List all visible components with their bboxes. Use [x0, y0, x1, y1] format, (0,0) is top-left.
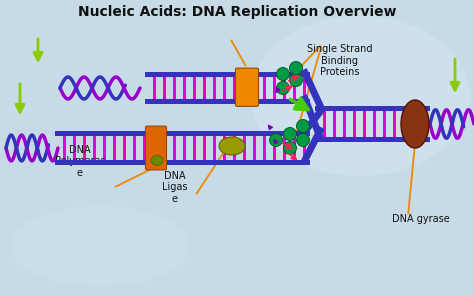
Bar [64, 136, 66, 160]
Bar [0, 191, 474, 206]
Bar [283, 77, 286, 99]
Text: DNA
Ligas
e: DNA Ligas e [162, 171, 188, 204]
Bar [145, 99, 310, 104]
Bar [213, 77, 217, 99]
Ellipse shape [10, 206, 190, 286]
Bar [303, 77, 307, 99]
Bar [0, 131, 474, 146]
Bar [0, 236, 474, 251]
Bar [244, 136, 246, 160]
Bar [193, 77, 197, 99]
Bar [164, 136, 166, 160]
Ellipse shape [250, 16, 470, 176]
Bar [0, 251, 474, 266]
Bar [164, 77, 166, 99]
Bar [0, 101, 474, 116]
Bar [224, 77, 227, 99]
Bar [154, 136, 156, 160]
Bar [0, 86, 474, 101]
Ellipse shape [219, 137, 245, 155]
Bar [315, 106, 430, 111]
Bar [124, 136, 127, 160]
Bar [234, 136, 237, 160]
FancyBboxPatch shape [236, 68, 258, 106]
Bar [0, 281, 474, 296]
Bar [103, 136, 107, 160]
Bar [403, 111, 407, 137]
Bar [0, 176, 474, 191]
Bar [0, 0, 474, 11]
Bar [173, 136, 176, 160]
Circle shape [283, 128, 297, 141]
Bar [113, 136, 117, 160]
Bar [293, 77, 297, 99]
Bar [0, 56, 474, 71]
Bar [374, 111, 376, 137]
Bar [0, 206, 474, 221]
Bar [55, 160, 310, 165]
Bar [244, 77, 246, 99]
Bar [224, 136, 227, 160]
Bar [273, 136, 276, 160]
Bar [183, 136, 186, 160]
Bar [0, 11, 474, 26]
Bar [145, 72, 310, 77]
Bar [0, 266, 474, 281]
Bar [413, 111, 417, 137]
Circle shape [290, 62, 302, 75]
Bar [303, 136, 307, 160]
Bar [354, 111, 356, 137]
Text: Nucleic Acids: DNA Replication Overview: Nucleic Acids: DNA Replication Overview [78, 5, 396, 19]
Bar [183, 77, 186, 99]
Bar [234, 77, 237, 99]
Bar [293, 136, 297, 160]
Bar [254, 77, 256, 99]
Bar [73, 136, 76, 160]
Bar [213, 136, 217, 160]
Circle shape [276, 81, 290, 94]
Bar [423, 111, 427, 137]
Circle shape [283, 141, 297, 155]
FancyBboxPatch shape [146, 126, 166, 170]
Bar [0, 41, 474, 56]
Bar [273, 77, 276, 99]
Bar [344, 111, 346, 137]
Bar [0, 26, 474, 41]
Bar [203, 77, 207, 99]
Text: DNA gyrase: DNA gyrase [392, 214, 450, 224]
Bar [134, 136, 137, 160]
Bar [0, 221, 474, 236]
Bar [144, 136, 146, 160]
Ellipse shape [151, 155, 163, 165]
Bar [315, 137, 430, 142]
Bar [334, 111, 337, 137]
Bar [264, 136, 266, 160]
Circle shape [297, 120, 310, 133]
Bar [323, 111, 327, 137]
Bar [93, 136, 97, 160]
Text: Single Strand
Binding
Proteins: Single Strand Binding Proteins [307, 44, 373, 77]
Text: DNA
Polymeras
e: DNA Polymeras e [55, 145, 105, 178]
Circle shape [270, 133, 283, 147]
Bar [254, 136, 256, 160]
Circle shape [297, 133, 310, 147]
Bar [0, 116, 474, 131]
Bar [283, 136, 286, 160]
Bar [383, 111, 386, 137]
Bar [193, 136, 197, 160]
Ellipse shape [401, 100, 429, 148]
Bar [0, 146, 474, 161]
Circle shape [290, 73, 302, 86]
Bar [0, 71, 474, 86]
Bar [55, 131, 310, 136]
Bar [393, 111, 396, 137]
Bar [364, 111, 366, 137]
Bar [203, 136, 207, 160]
Circle shape [276, 67, 290, 81]
Bar [264, 77, 266, 99]
Bar [173, 77, 176, 99]
Bar [83, 136, 86, 160]
Bar [0, 161, 474, 176]
Bar [154, 77, 156, 99]
